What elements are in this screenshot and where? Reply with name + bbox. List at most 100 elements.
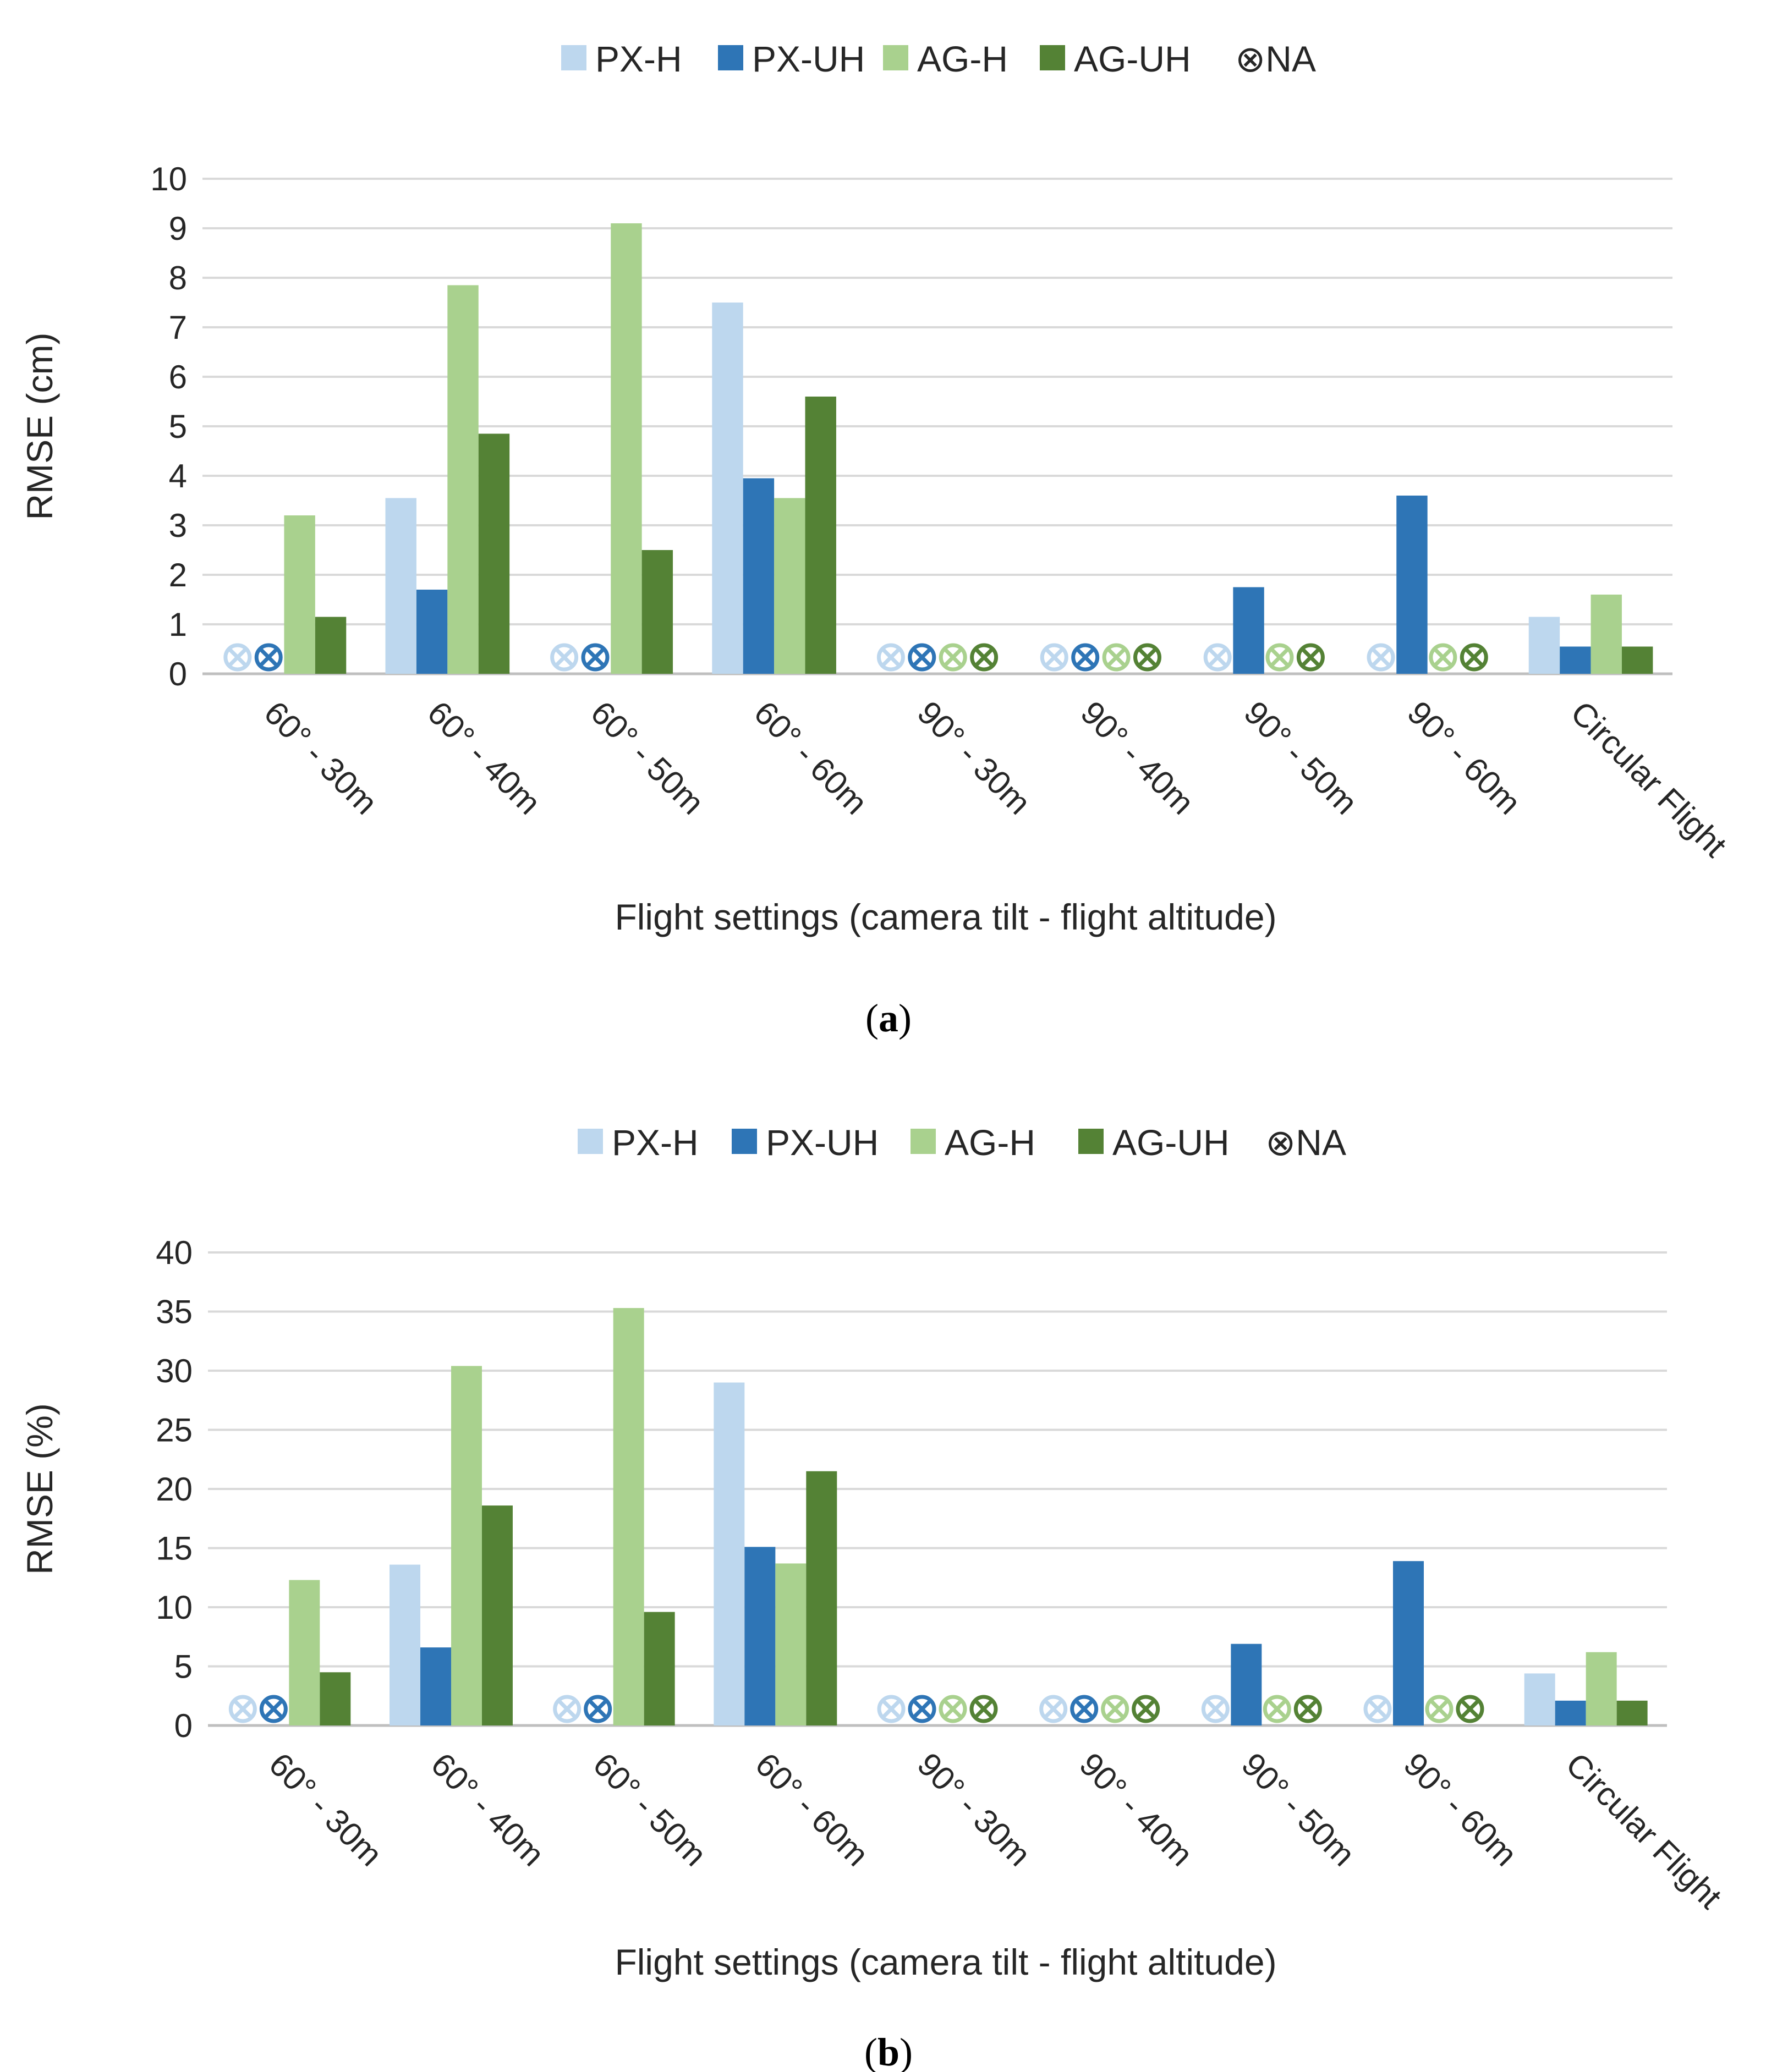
- legend-label: AG-H: [945, 1122, 1035, 1163]
- legend-item-px-uh: PX-UH: [732, 1122, 879, 1163]
- bar-ag-uh: [641, 550, 673, 674]
- bar-px-h: [390, 1564, 421, 1725]
- x-tick-label: 90° - 60m: [1397, 1746, 1524, 1873]
- x-tick-label: 60° - 40m: [420, 694, 548, 822]
- x-tick-label: 60° - 60m: [748, 1746, 876, 1873]
- na-marker: [1296, 643, 1325, 672]
- legend-item-px-h: PX-H: [561, 39, 682, 79]
- x-tick-label: 90° - 60m: [1400, 694, 1528, 822]
- y-tick-label: 15: [156, 1530, 193, 1567]
- bar-ag-h: [451, 1366, 482, 1725]
- x-tick-label: 90° - 50m: [1235, 1746, 1362, 1873]
- panel-label: (a): [865, 996, 912, 1040]
- bar-px-h: [1524, 1673, 1555, 1725]
- y-tick-label: 5: [169, 408, 187, 445]
- y-tick-label: 0: [169, 656, 187, 693]
- y-tick-label: 2: [169, 557, 187, 593]
- x-tick-label: Circular Flight: [1564, 694, 1734, 864]
- bar-px-uh: [1393, 1561, 1424, 1725]
- bar-ag-uh: [315, 617, 347, 674]
- bar-ag-h: [284, 515, 315, 674]
- y-tick-label: 1: [169, 606, 187, 643]
- x-tick-label: 60° - 50m: [584, 694, 711, 822]
- bar-ag-h: [611, 223, 642, 674]
- na-marker: [908, 1695, 936, 1723]
- na-marker: [254, 643, 283, 672]
- bar-px-uh: [1233, 587, 1264, 674]
- na-marker: [550, 643, 579, 672]
- legend-label: AG-UH: [1112, 1122, 1230, 1163]
- na-marker: [877, 1695, 906, 1723]
- legend-swatch: [911, 1129, 936, 1154]
- bar-px-uh: [1560, 646, 1591, 674]
- y-tick-label: 20: [156, 1471, 193, 1508]
- y-tick-label: 35: [156, 1294, 193, 1331]
- y-tick-label: 4: [169, 458, 187, 494]
- bar-ag-h: [289, 1580, 320, 1725]
- bar-ag-uh: [1621, 646, 1653, 674]
- na-marker: [1133, 643, 1162, 672]
- na-marker: [1070, 1695, 1099, 1723]
- x-tick-label: 60° - 30m: [257, 694, 385, 822]
- legend-item-ag-h: AG-H: [911, 1122, 1035, 1163]
- na-marker: [908, 643, 936, 672]
- legend-swatch: [578, 1129, 603, 1154]
- na-marker: [1071, 643, 1100, 672]
- legend-swatch: [1040, 45, 1065, 70]
- legend-item-ag-uh: AG-UH: [1040, 39, 1191, 79]
- y-tick-label: 7: [169, 309, 187, 346]
- legend-item-px-uh: PX-UH: [718, 39, 865, 79]
- y-tick-label: 6: [169, 359, 187, 395]
- legend-label: ⊗NA: [1265, 1122, 1346, 1163]
- legend-swatch: [718, 45, 743, 70]
- na-marker: [1132, 1695, 1160, 1723]
- y-tick-label: 8: [169, 260, 187, 296]
- bar-px-h: [385, 498, 416, 674]
- x-tick-label: 60° - 40m: [424, 1746, 552, 1873]
- legend-item-na: ⊗NA: [1235, 39, 1316, 79]
- na-marker: [223, 643, 252, 672]
- bar-ag-h: [774, 498, 805, 674]
- y-axis-title: RMSE (cm): [19, 333, 60, 520]
- legend-item-ag-h: AG-H: [883, 39, 1008, 79]
- legend-label: AG-UH: [1074, 39, 1191, 79]
- bar-px-uh: [1555, 1700, 1586, 1725]
- y-tick-label: 10: [156, 1589, 193, 1626]
- na-marker: [1101, 1695, 1129, 1723]
- legend-swatch: [561, 45, 586, 70]
- bar-px-h: [714, 1382, 745, 1725]
- y-tick-label: 30: [156, 1353, 193, 1389]
- bar-ag-uh: [481, 1505, 513, 1725]
- na-marker: [876, 643, 905, 672]
- y-tick-label: 5: [174, 1648, 193, 1685]
- y-tick-label: 0: [174, 1707, 193, 1744]
- bar-px-h: [1528, 617, 1560, 674]
- x-tick-label: 60° - 60m: [747, 694, 875, 822]
- na-marker: [1367, 643, 1395, 672]
- na-marker: [1363, 1695, 1392, 1723]
- y-tick-label: 10: [150, 161, 187, 197]
- legend-label: PX-H: [595, 39, 682, 79]
- legend-label: PX-H: [612, 1122, 699, 1163]
- y-tick-label: 3: [169, 507, 187, 544]
- bar-px-uh: [1396, 496, 1428, 674]
- na-marker: [1429, 643, 1457, 672]
- bar-ag-h: [1590, 595, 1622, 674]
- x-tick-label: Circular Flight: [1559, 1746, 1729, 1916]
- legend-item-na: ⊗NA: [1265, 1122, 1346, 1163]
- x-tick-label: 90° - 30m: [911, 1746, 1038, 1873]
- legend-label: AG-H: [917, 39, 1008, 79]
- bar-ag-h: [775, 1563, 807, 1725]
- y-tick-label: 9: [169, 210, 187, 247]
- na-marker: [939, 643, 967, 672]
- bar-px-uh: [744, 1547, 776, 1725]
- na-marker: [581, 643, 610, 672]
- na-marker: [939, 1695, 967, 1723]
- na-marker: [1460, 643, 1488, 672]
- x-axis-title: Flight settings (camera tilt - flight al…: [615, 897, 1276, 937]
- bar-ag-h: [1586, 1652, 1617, 1725]
- bar-ag-h: [613, 1308, 644, 1725]
- na-marker: [1425, 1695, 1454, 1723]
- bar-px-uh: [743, 478, 775, 674]
- legend-label: ⊗NA: [1235, 39, 1316, 79]
